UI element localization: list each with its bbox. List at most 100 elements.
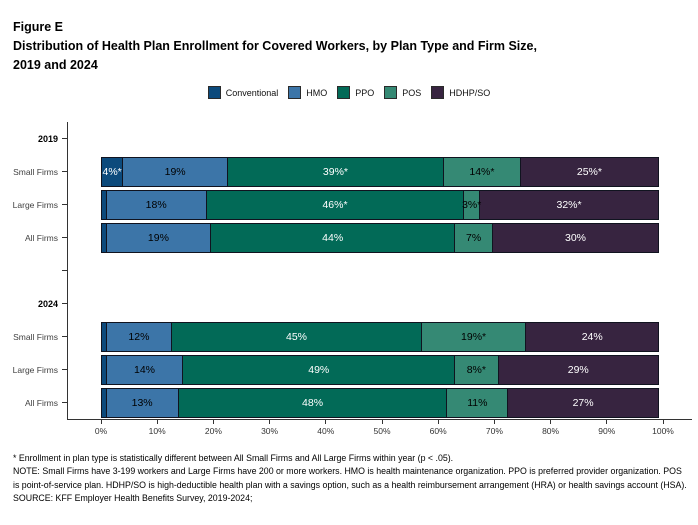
x-axis-line (67, 419, 692, 420)
segment-value-label: 29% (567, 363, 589, 376)
x-axis-label-60: 60% (429, 426, 447, 436)
bar-row-large-firms-2019: 18% 46%* 3%* 32%* (101, 189, 663, 220)
segment-value-label: 39%* (322, 165, 349, 178)
bar-segment-ppo: 49% (182, 354, 456, 385)
bar-segment-hdhp-so: 24% (525, 321, 659, 352)
bar-segment-ppo: 48% (177, 387, 448, 418)
x-axis-tick (325, 419, 327, 424)
segment-value-label: 19% (164, 165, 186, 178)
segment-value-label: 48% (302, 396, 324, 409)
pos-swatch-icon (384, 86, 398, 99)
x-axis-label-50: 50% (373, 426, 391, 436)
title-block: Figure E Distribution of Health Plan Enr… (13, 18, 537, 75)
segment-value-label: 4%* (102, 165, 122, 178)
footnotes: * Enrollment in plan type is statistical… (13, 452, 689, 506)
segment-value-label: 46%* (322, 198, 348, 211)
conventional-swatch-icon (207, 86, 221, 99)
legend-item-hdhp-so: HDHP/SO (431, 86, 490, 99)
y-axis-year-label: 2019 (37, 133, 58, 144)
y-axis-tick (62, 270, 67, 271)
segment-value-label: 27% (572, 396, 594, 409)
x-axis-tick (156, 419, 158, 424)
y-axis-label-small-firms-2019: Small Firms (13, 166, 58, 177)
bar-segment-hmo: 14% (105, 354, 184, 385)
segment-value-label: 18% (145, 198, 167, 211)
legend-label: PPO (355, 87, 375, 98)
segment-value-label: 14%* (469, 165, 495, 178)
segment-value-label: 8%* (466, 363, 486, 376)
segment-value-label: 7% (465, 231, 482, 244)
y-axis-label-large-firms-2019: Large Firms (12, 199, 58, 210)
y-axis-tick (62, 303, 67, 304)
x-axis-label-70: 70% (485, 426, 503, 436)
y-axis-tick (62, 204, 67, 205)
segment-value-label: 49% (308, 363, 330, 376)
x-axis-tick (381, 419, 383, 424)
bar-segment-hmo: 12% (105, 321, 173, 352)
figure-label: Figure E (13, 20, 64, 34)
y-axis-tick (62, 336, 67, 337)
footnote-significance: * Enrollment in plan type is statistical… (13, 453, 454, 463)
segment-value-label: 30% (564, 231, 587, 244)
bar-row-all-firms-2024: 13% 48% 11% 27% (101, 387, 663, 418)
figure-title-line1: Distribution of Health Plan Enrollment f… (13, 39, 537, 53)
bar-segment-hmo: 19% (105, 222, 212, 253)
x-axis-tick (100, 419, 102, 424)
segment-value-label: 13% (131, 396, 153, 409)
x-axis-tick (493, 419, 495, 424)
y-axis-label-all-firms-2019: All Firms (24, 232, 58, 243)
y-axis-label-all-firms-2024: All Firms (24, 397, 58, 408)
legend-label: POS (402, 87, 422, 98)
bar-segment-conventional: 4%* (101, 156, 124, 187)
bar-segment-hdhp-so: 32%* (479, 189, 659, 220)
y-axis-tick (62, 138, 67, 139)
bar-segment-ppo: 45% (171, 321, 422, 352)
segment-value-label: 25%* (576, 165, 602, 178)
bar-segment-pos: 8%* (454, 354, 499, 385)
bar-segment-hdhp-so: 27% (507, 387, 659, 418)
figure-title: Distribution of Health Plan Enrollment f… (13, 37, 537, 75)
legend-item-ppo: PPO (337, 86, 374, 99)
x-axis-label-90: 90% (598, 426, 616, 436)
hmo-swatch-icon (288, 86, 302, 99)
bar-segment-pos: 7% (454, 222, 494, 253)
segment-value-label: 45% (286, 330, 308, 343)
segment-value-label: 12% (128, 330, 150, 343)
bar-row-small-firms-2024: 12% 45% 19%* 24% (101, 321, 663, 352)
x-axis-tick (269, 419, 271, 424)
y-axis-tick (62, 369, 67, 370)
bar-segment-hmo: 13% (105, 387, 179, 418)
ppo-swatch-icon (337, 86, 351, 99)
legend-item-pos: POS (384, 86, 421, 99)
x-axis-label-40: 40% (317, 426, 335, 436)
y-axis-tick (62, 171, 67, 172)
y-axis-tick (62, 402, 67, 403)
bar-row-large-firms-2024: 14% 49% 8%* 29% (101, 354, 663, 385)
bar-segment-hmo: 19% (122, 156, 228, 187)
bar-segment-pos: 3%* (462, 189, 482, 220)
segment-value-label: 19%* (461, 330, 487, 343)
footnote-source: SOURCE: KFF Employer Health Benefits Sur… (13, 493, 253, 504)
x-axis-tick (550, 419, 552, 424)
bar-segment-hdhp-so: 30% (492, 222, 659, 253)
bar-segment-pos: 14%* (442, 156, 521, 187)
x-axis-tick (212, 419, 214, 424)
legend-item-hmo: HMO (288, 86, 327, 99)
x-axis-tick (606, 419, 608, 424)
segment-value-label: 11% (467, 396, 488, 409)
bar-segment-ppo: 46%* (205, 189, 465, 220)
x-axis-tick (437, 419, 439, 424)
y-axis-label-small-firms-2024: Small Firms (13, 331, 58, 342)
segment-value-label: 44% (322, 231, 344, 244)
segment-value-label: 3%* (462, 198, 482, 211)
x-axis-label-10: 10% (148, 426, 166, 436)
y-axis-tick (62, 237, 67, 238)
bar-row-all-firms-2019: 19% 44% 7% 30% (101, 222, 663, 253)
legend-label: Conventional (225, 87, 279, 98)
y-axis-year-label: 2024 (37, 298, 58, 309)
x-axis-label-30: 30% (261, 426, 279, 436)
segment-value-label: 32%* (556, 198, 582, 211)
x-axis-label-0: 0% (94, 426, 108, 436)
bar-segment-pos: 19%* (420, 321, 527, 352)
